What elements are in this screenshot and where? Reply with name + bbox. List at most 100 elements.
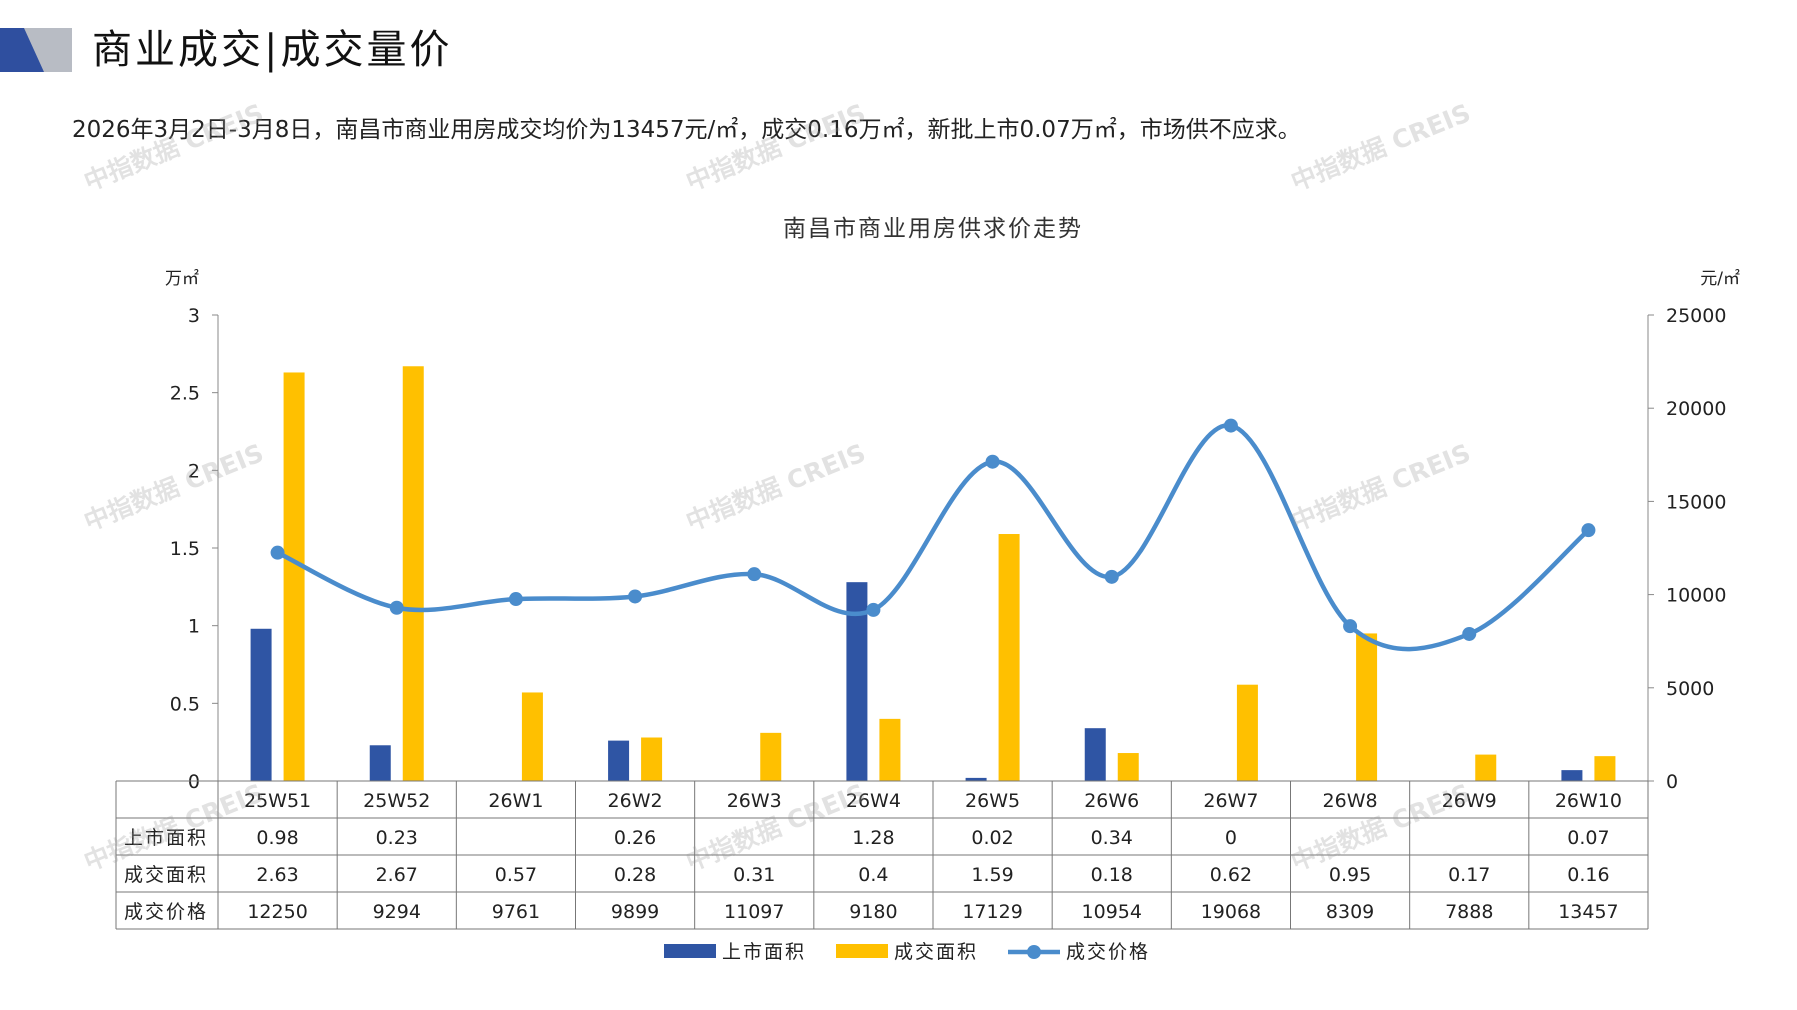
table-cell-value: 10954 (1082, 901, 1142, 923)
category-label: 26W7 (1203, 790, 1258, 812)
bar-supply-26W4 (846, 582, 868, 781)
price-line (276, 423, 1590, 652)
table-row-header: 成交面积 (124, 864, 208, 886)
left-axis-tick-label: 1.5 (170, 538, 200, 560)
table-cell-value: 19068 (1201, 901, 1261, 923)
bar-deal-26W5 (998, 534, 1020, 781)
table-row-header: 成交价格 (124, 901, 208, 923)
right-axis-tick-label: 5000 (1666, 678, 1714, 700)
table-cell-value: 2.67 (376, 864, 418, 886)
right-axis-tick-label: 20000 (1666, 398, 1726, 420)
table-cell-value: 9180 (849, 901, 897, 923)
left-axis-tick-label: 2.5 (170, 383, 200, 405)
right-axis-tick-label: 0 (1666, 771, 1678, 793)
table-cell-value: 0.26 (614, 827, 656, 849)
table-cell-value: 1.59 (971, 864, 1013, 886)
price-point-26W4 (866, 602, 881, 617)
table-cell-value: 8309 (1326, 901, 1374, 923)
category-label: 26W8 (1323, 790, 1378, 812)
summary-text: 2026年3月2日-3月8日，南昌市商业用房成交均价为13457元/㎡，成交0.… (72, 117, 1301, 143)
category-label: 26W2 (608, 790, 663, 812)
table-cell-value: 0.17 (1448, 864, 1490, 886)
table-cell-value: 0.31 (733, 864, 775, 886)
right-axis-unit: 元/㎡ (1700, 269, 1740, 289)
bar-deal-25W51 (283, 372, 305, 781)
bar-deal-26W2 (641, 737, 663, 781)
table-cell-value: 0.62 (1210, 864, 1252, 886)
bar-supply-26W10 (1561, 770, 1583, 781)
price-point-26W3 (747, 567, 762, 582)
bar-supply-26W2 (608, 740, 630, 781)
table-cell-value: 1.28 (852, 827, 894, 849)
page-title: 商业成交|成交量价 (92, 27, 453, 73)
table-cell-value: 12250 (247, 901, 307, 923)
bar-deal-26W6 (1117, 753, 1139, 781)
price-point-26W5 (985, 454, 1000, 469)
table-cell-value: 0.07 (1567, 827, 1609, 849)
right-axis-tick-label: 25000 (1666, 305, 1726, 327)
table-cell-value: 2.63 (256, 864, 298, 886)
table-cell-value: 0.4 (858, 864, 888, 886)
legend-label-price: 成交价格 (1066, 941, 1150, 963)
bar-supply-26W6 (1084, 728, 1106, 781)
bar-deal-26W8 (1356, 633, 1378, 781)
price-point-26W2 (628, 589, 643, 604)
table-cell-value: 0.57 (495, 864, 537, 886)
legend-swatch-deal (836, 944, 888, 958)
table-cell-value: 13457 (1558, 901, 1618, 923)
price-point-25W52 (389, 600, 404, 615)
header-deco-gray (24, 28, 72, 72)
left-axis-tick-label: 1 (188, 616, 200, 638)
price-point-26W7 (1223, 418, 1238, 433)
table-cell-value: 7888 (1445, 901, 1493, 923)
price-point-26W6 (1104, 569, 1119, 584)
category-label: 26W6 (1084, 790, 1139, 812)
table-cell-value: 9899 (611, 901, 659, 923)
table-cell-value: 9294 (373, 901, 421, 923)
table-cell-value: 9761 (492, 901, 540, 923)
left-axis-tick-label: 3 (188, 305, 200, 327)
price-point-26W8 (1343, 619, 1358, 634)
category-label: 25W51 (244, 790, 311, 812)
bar-deal-26W7 (1236, 684, 1258, 781)
right-axis-tick-label: 15000 (1666, 491, 1726, 513)
table-cell-value: 0.98 (256, 827, 298, 849)
chart-title: 南昌市商业用房供求价走势 (783, 216, 1083, 242)
category-label: 25W52 (363, 790, 430, 812)
category-label: 26W9 (1442, 790, 1497, 812)
left-axis-tick-label: 0 (188, 771, 200, 793)
bar-supply-25W52 (369, 745, 391, 781)
right-axis-tick-label: 10000 (1666, 585, 1726, 607)
category-label: 26W10 (1555, 790, 1622, 812)
category-label: 26W3 (727, 790, 782, 812)
legend-label-supply: 上市面积 (722, 941, 806, 963)
category-label: 26W1 (488, 790, 543, 812)
bar-deal-26W10 (1594, 756, 1616, 781)
bar-deal-26W4 (879, 718, 901, 781)
price-point-25W51 (270, 545, 285, 560)
table-cell-value: 0.16 (1567, 864, 1609, 886)
left-axis-tick-label: 0.5 (170, 693, 200, 715)
table-cell-value: 11097 (724, 901, 784, 923)
category-label: 26W5 (965, 790, 1020, 812)
bar-supply-26W5 (965, 777, 987, 781)
table-cell-value: 0.34 (1091, 827, 1133, 849)
table-cell-value: 0.02 (971, 827, 1013, 849)
table-cell-value: 0.28 (614, 864, 656, 886)
price-point-26W10 (1581, 523, 1596, 538)
left-axis-unit: 万㎡ (165, 269, 199, 289)
legend-label-deal: 成交面积 (894, 941, 978, 963)
left-axis-tick-label: 2 (188, 460, 200, 482)
bar-deal-26W9 (1475, 754, 1497, 781)
table-row-header: 上市面积 (124, 827, 208, 849)
legend-swatch-price-point (1027, 945, 1041, 959)
category-label: 26W4 (846, 790, 901, 812)
header-decoration (0, 28, 72, 72)
price-point-26W9 (1462, 626, 1477, 641)
table-cell-value: 0.18 (1091, 864, 1133, 886)
table-cell-value: 0.95 (1329, 864, 1371, 886)
price-point-26W1 (508, 592, 523, 607)
bar-deal-25W52 (402, 366, 424, 781)
bar-supply-25W51 (250, 628, 272, 781)
